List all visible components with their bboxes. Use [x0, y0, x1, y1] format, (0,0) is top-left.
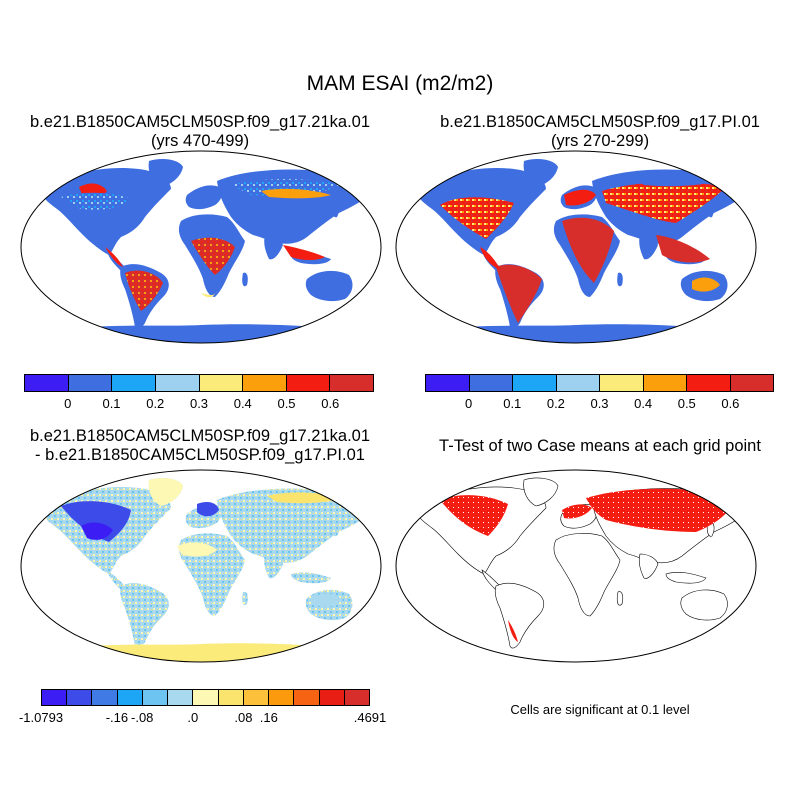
cb-top-right-swatch — [556, 375, 600, 391]
cb-top-right-swatch — [730, 375, 773, 391]
cb-diff-swatch — [168, 690, 194, 705]
cb-top-right-swatch — [643, 375, 687, 391]
cb-diff-swatch — [142, 690, 169, 705]
cb-diff-swatch — [117, 690, 143, 705]
cb-top-left-swatch — [330, 375, 373, 391]
cb-top-right-tick-label: 0.1 — [503, 396, 522, 411]
cb-diff-swatch — [193, 690, 219, 705]
cb-top-left-swatch — [68, 375, 113, 391]
panel-top-right-map — [396, 151, 756, 343]
cb-diff-tick-label: .08 — [234, 710, 253, 725]
cb-top-right-swatch — [469, 375, 513, 391]
cb-top-right-tick-label: 0 — [465, 396, 473, 411]
cb-top-right-tick-label: 0.2 — [546, 396, 565, 411]
colorbar-bottom-left-labels: -1.0793 -.16 -.08 .0 .08 .16 .4691 — [19, 710, 386, 726]
panel-title-bottom-right-line1: T-Test of two Case means at each grid po… — [439, 437, 761, 455]
colorbar-bottom-left — [41, 689, 370, 706]
cb-top-left-swatch — [199, 375, 244, 391]
panel-title-bottom-right: T-Test of two Case means at each grid po… — [400, 437, 800, 456]
cb-top-right-tick-label: 0.4 — [634, 396, 653, 411]
cb-top-left-tick-label: 0.5 — [277, 396, 296, 411]
cb-top-right-tick-label: 0.3 — [590, 396, 609, 411]
cb-diff-swatch — [344, 690, 370, 705]
cb-diff-tick-label: .16 — [259, 710, 278, 725]
cb-top-right-swatch — [426, 375, 470, 391]
cb-top-right-swatch — [600, 375, 644, 391]
cb-diff-swatch — [319, 690, 345, 705]
panel-title-top-left-line1: b.e21.B1850CAM5CLM50SP.f09_g17.21ka.01 — [29, 113, 371, 131]
panel-title-top-left: b.e21.B1850CAM5CLM50SP.f09_g17.21ka.01 (… — [0, 113, 400, 151]
colorbar-top-left-labels: 0 0.1 0.2 0.3 0.4 0.5 0.6 — [24, 396, 374, 412]
cb-diff-swatch — [269, 690, 295, 705]
cb-top-left-tick-label: 0 — [64, 396, 72, 411]
cb-diff-swatch — [243, 690, 270, 705]
cb-top-left-swatch — [112, 375, 156, 391]
cb-top-left-tick-label: 0.2 — [146, 396, 165, 411]
cb-diff-tick-label: -.08 — [131, 710, 154, 725]
cb-top-left-tick-label: 0.1 — [102, 396, 121, 411]
cb-top-left-swatch — [25, 375, 69, 391]
panel-title-bottom-left-line2: - b.e21.B1850CAM5CLM50SP.f09_g17.PI.01 — [35, 446, 365, 464]
colorbar-top-right — [425, 374, 774, 392]
panel-title-top-right: b.e21.B1850CAM5CLM50SP.f09_g17.PI.01 (yr… — [400, 113, 800, 151]
colorbar-top-left — [24, 374, 374, 392]
cb-top-left-tick-label: 0.3 — [189, 396, 209, 411]
cb-top-left-swatch — [286, 375, 331, 391]
cb-top-left-tick-label: 0.6 — [321, 396, 340, 411]
cb-diff-tick-label: -.16 — [105, 710, 129, 725]
cb-top-left-tick-label: 0.4 — [233, 396, 252, 411]
cb-diff-swatch — [67, 690, 93, 705]
cb-top-right-swatch — [513, 375, 557, 391]
cb-diff-swatch — [92, 690, 118, 705]
cb-top-right-swatch — [687, 375, 731, 391]
significance-note: Cells are significant at 0.1 level — [510, 702, 690, 717]
panel-bottom-right-map — [396, 470, 756, 662]
cb-diff-tick-label: .4691 — [353, 710, 387, 725]
panel-title-bottom-left-line1: b.e21.B1850CAM5CLM50SP.f09_g17.21ka.01 — [29, 427, 371, 445]
figure-title: MAM ESAI (m2/m2) — [306, 72, 494, 95]
colorbar-top-right-labels: 0 0.1 0.2 0.3 0.4 0.5 0.6 — [425, 396, 774, 412]
cb-top-right-tick-label: 0.6 — [721, 396, 740, 411]
panel-top-left-map — [21, 151, 381, 343]
panel-title-top-right-line1: b.e21.B1850CAM5CLM50SP.f09_g17.PI.01 — [440, 113, 760, 131]
cb-diff-swatch — [218, 690, 244, 705]
panel-title-bottom-left: b.e21.B1850CAM5CLM50SP.f09_g17.21ka.01 -… — [0, 427, 400, 465]
panel-bottom-left-map — [21, 470, 381, 662]
cb-top-left-swatch — [243, 375, 287, 391]
panel-title-top-left-line2: (yrs 470-499) — [150, 132, 250, 150]
panel-title-top-right-line2: (yrs 270-299) — [550, 132, 650, 150]
cb-diff-swatch — [42, 690, 68, 705]
cb-diff-tick-label: .0 — [187, 710, 199, 725]
cb-top-left-swatch — [155, 375, 200, 391]
cb-diff-tick-label: -1.0793 — [18, 710, 64, 725]
cb-diff-swatch — [294, 690, 320, 705]
cb-top-right-tick-label: 0.5 — [677, 396, 696, 411]
